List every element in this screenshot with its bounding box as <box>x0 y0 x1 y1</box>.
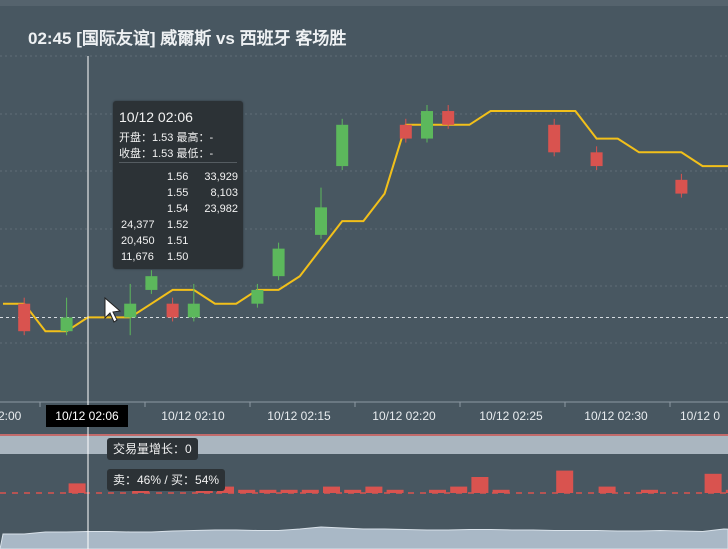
volume-bar <box>238 489 256 493</box>
candle <box>421 111 433 139</box>
chart-title: 02:45 [国际友谊] 威爾斯 vs 西班牙 客场胜 <box>28 29 347 48</box>
depth-buy-volume: 20,450 <box>121 235 155 247</box>
depth-buy-volume: 24,377 <box>121 219 155 231</box>
x-tick-label: 2:00 <box>0 409 22 423</box>
depth-price: 1.55 <box>167 187 189 199</box>
volume-bar <box>217 486 234 493</box>
volume-bar <box>704 473 722 493</box>
x-tick-label: 10/12 02:15 <box>267 409 331 423</box>
top-band <box>0 0 728 6</box>
candle <box>166 303 179 318</box>
x-tick-label: 10/12 02:25 <box>479 409 543 423</box>
selected-time-label: 10/12 02:06 <box>46 405 128 427</box>
volume-bar <box>195 489 213 493</box>
volume-growth-badge: 交易量增长：0 <box>107 438 198 460</box>
candle <box>548 124 561 153</box>
sell-buy-badge: 卖：46% / 买：54% <box>107 469 226 491</box>
tooltip: 10/12 02:06 开盘：1.53 最高：- 收盘：1.53 最低：- 1.… <box>113 101 243 269</box>
depth-buy-volume: 11,676 <box>121 251 154 263</box>
cursor-arrow-icon <box>104 296 122 323</box>
x-tick-label: 10/12 0 <box>680 409 720 423</box>
volume-area <box>0 526 728 549</box>
depth-price: 1.56 <box>167 171 189 183</box>
candle <box>442 111 455 125</box>
candle <box>60 317 73 332</box>
volume-bar <box>132 489 150 493</box>
depth-price: 1.50 <box>167 251 189 263</box>
volume-bar <box>365 486 383 493</box>
volume-bar <box>450 486 468 493</box>
volume-bar <box>598 486 616 493</box>
tooltip-date: 10/12 02:06 <box>119 109 193 125</box>
volume-bar <box>429 489 446 493</box>
volume-bar <box>471 477 489 493</box>
candle <box>18 303 31 332</box>
volume-bar <box>344 489 362 493</box>
candle <box>336 124 349 167</box>
x-tick-label: 10/12 02:20 <box>372 409 436 423</box>
candle <box>124 303 137 318</box>
candle <box>145 276 158 290</box>
tooltip-divider <box>119 162 237 163</box>
candle <box>251 289 264 304</box>
tooltip-open: 开盘：1.53 最高：- <box>119 132 214 144</box>
price-line <box>3 110 728 333</box>
depth-price: 1.54 <box>167 203 189 215</box>
volume-bar <box>323 486 340 493</box>
volume-bar <box>259 489 277 493</box>
x-tick-label: 10/12 02:30 <box>584 409 648 423</box>
candle <box>315 207 327 235</box>
candle <box>590 152 603 167</box>
depth-sell-volume: 33,929 <box>204 171 238 183</box>
volume-bar <box>280 489 298 493</box>
depth-sell-volume: 8,103 <box>210 187 238 199</box>
volume-bar <box>68 483 86 493</box>
depth-price: 1.51 <box>167 235 189 247</box>
tooltip-close: 收盘：1.53 最低：- <box>119 148 214 160</box>
volume-bar <box>556 470 574 493</box>
candle <box>399 124 412 139</box>
x-tick-label: 10/12 02:10 <box>161 409 225 423</box>
volume-bar <box>301 489 319 493</box>
depth-sell-volume: 23,982 <box>204 203 238 215</box>
volume-bar <box>725 489 728 493</box>
candle <box>272 248 285 277</box>
volume-bar <box>641 489 658 493</box>
candle <box>675 179 688 194</box>
candle <box>187 303 200 318</box>
depth-price: 1.52 <box>167 219 189 231</box>
volume-bar <box>492 489 510 493</box>
volume-bar <box>386 489 404 493</box>
